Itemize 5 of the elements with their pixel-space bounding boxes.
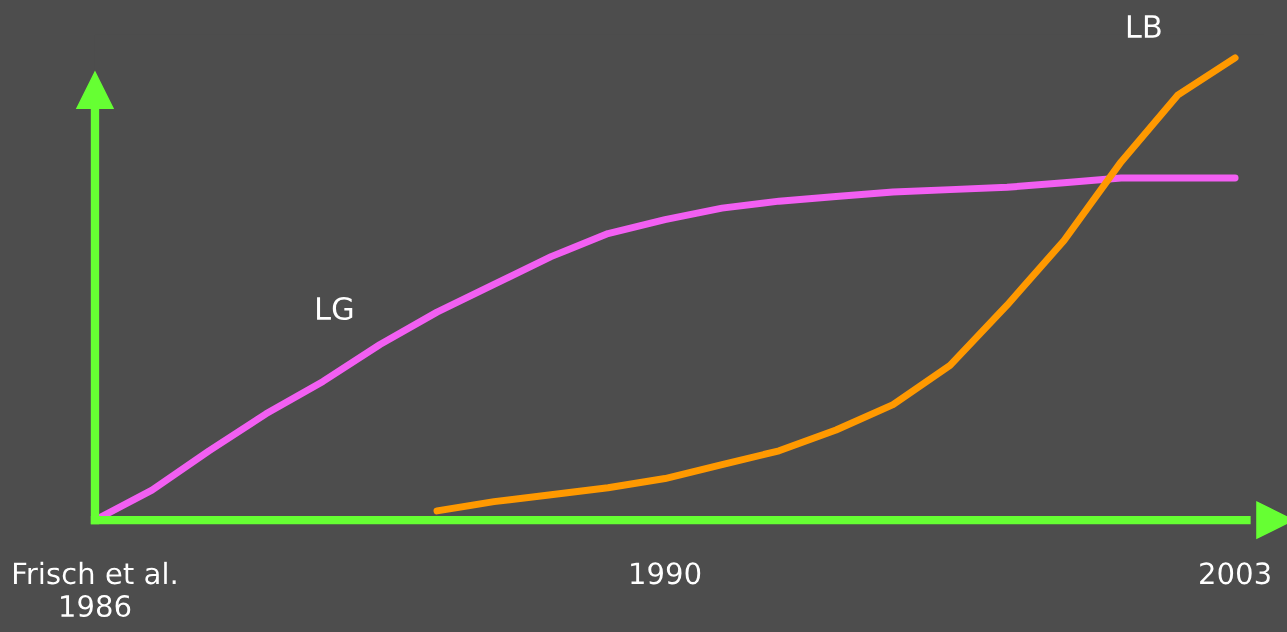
x-tick-label: Frisch et al. 1986 — [14, 561, 176, 618]
series-label: LG — [317, 296, 353, 321]
x-tick-label: 1990 — [631, 562, 701, 585]
series-label: LB — [1127, 15, 1161, 38]
x-tick-label: 2003 — [1200, 562, 1270, 585]
